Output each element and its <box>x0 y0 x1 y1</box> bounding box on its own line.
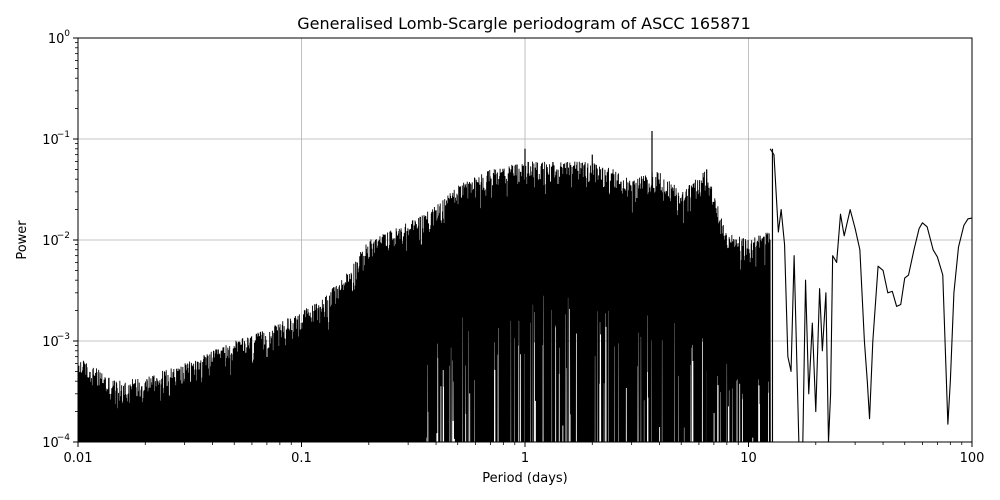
y-tick-exponent: −4 <box>57 433 71 443</box>
x-axis: 0.01 0.1 1 10 100 <box>64 442 985 466</box>
y-tick-label: 10 <box>42 133 59 148</box>
y-axis: 10−410−310−210−110 0 <box>42 29 78 451</box>
x-tick-label: 0.01 <box>64 451 93 466</box>
x-axis-label: Period (days) <box>482 471 568 486</box>
data-series <box>77 131 973 443</box>
y-axis-label: Power <box>15 220 30 260</box>
y-tick-exponent: −2 <box>57 231 70 241</box>
y-tick-label: 10 <box>42 436 59 451</box>
x-tick-label: 100 <box>960 451 985 466</box>
y-tick-label: 10 <box>48 32 65 47</box>
x-tick-label: 1 <box>521 451 529 466</box>
y-tick-label: 10 <box>42 335 59 350</box>
y-tick-label: 10 <box>42 234 59 249</box>
y-tick-exponent: 0 <box>64 29 70 39</box>
x-tick-label: 10 <box>740 451 757 466</box>
x-tick-label: 0.1 <box>291 451 312 466</box>
y-tick-exponent: −3 <box>57 332 70 342</box>
periodogram-line-dense <box>77 161 771 443</box>
y-tick-exponent: −1 <box>57 130 70 140</box>
chart-title: Generalised Lomb-Scargle periodogram of … <box>297 14 751 33</box>
